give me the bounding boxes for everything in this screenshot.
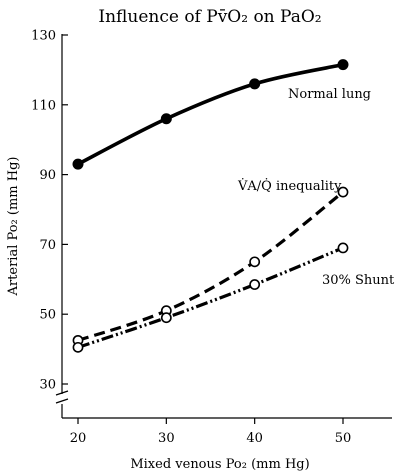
series-label-normal-lung: Normal lung	[288, 87, 371, 102]
x-axis: 20 30 40 50	[62, 417, 392, 446]
series-line	[77, 246, 344, 349]
data-point	[337, 59, 349, 71]
series-label-30-shunt: 30% Shunt	[322, 273, 395, 288]
data-point	[337, 186, 349, 198]
x-tick-label: 40	[246, 431, 263, 446]
data-point	[72, 341, 84, 353]
data-point	[249, 279, 261, 290]
data-point	[160, 312, 172, 324]
chart-title: Influence of Pv̄O₂ on PaO₂	[98, 7, 321, 27]
y-tick-label: 110	[31, 98, 56, 113]
series-label-va-q-inequality: V̇A/Q̇ inequality	[237, 178, 342, 194]
series-line	[77, 62, 344, 166]
series-line	[77, 190, 344, 342]
y-axis: 30 50 70 90 110 130	[31, 29, 69, 418]
data-point	[72, 158, 84, 170]
y-tick-label: 70	[39, 238, 56, 253]
data-point	[160, 113, 172, 125]
y-tick-label: 90	[39, 168, 56, 183]
y-axis-break-mark	[55, 390, 69, 404]
series-layer	[72, 59, 349, 353]
y-tick-label: 50	[39, 308, 56, 323]
data-point	[249, 256, 261, 268]
y-tick-label: 130	[31, 29, 56, 44]
x-axis-label: Mixed venous Po₂ (mm Hg)	[130, 457, 309, 472]
data-point	[249, 78, 261, 90]
x-tick-label: 20	[70, 431, 87, 446]
y-tick-label: 30	[39, 378, 56, 393]
x-tick-label: 30	[158, 431, 175, 446]
data-point	[337, 242, 349, 254]
y-axis-label: Arterial Po₂ (mm Hg)	[6, 157, 21, 297]
x-tick-label: 50	[335, 431, 352, 446]
